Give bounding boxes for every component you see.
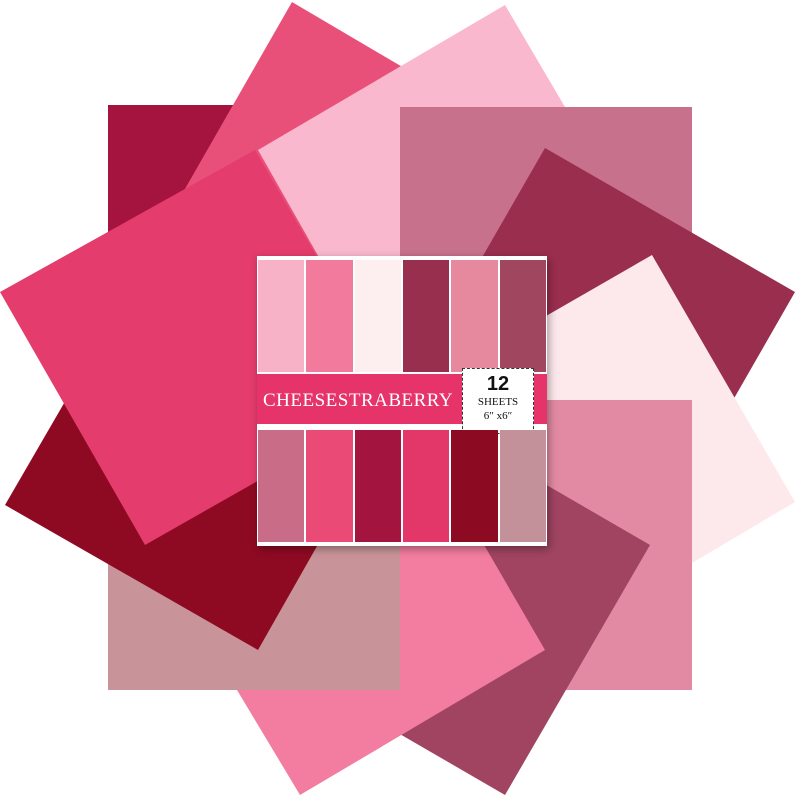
swatch <box>258 430 305 542</box>
pack-top-swatches <box>257 260 547 372</box>
sheet-count-label: 12 SHEETS 6″ x6″ <box>462 368 534 434</box>
sheet-count: 12 <box>486 373 510 395</box>
swatch <box>354 430 401 542</box>
swatch <box>258 260 305 372</box>
swatch <box>306 260 353 372</box>
sheet-unit: SHEETS <box>477 396 519 408</box>
swatch <box>499 260 546 372</box>
swatch <box>354 260 401 372</box>
swatch <box>402 260 450 372</box>
swatch <box>451 260 498 372</box>
product-pack: CHEESESTRABERRY 12 SHEETS 6″ x6″ <box>257 256 547 546</box>
sheet-size: 6″ x6″ <box>483 410 513 422</box>
pack-bottom-swatches <box>257 430 547 542</box>
swatch <box>306 430 353 542</box>
swatch <box>451 430 498 542</box>
swatch <box>499 430 546 542</box>
swatch <box>402 430 450 542</box>
brand-name: CHEESESTRABERRY <box>263 390 454 411</box>
